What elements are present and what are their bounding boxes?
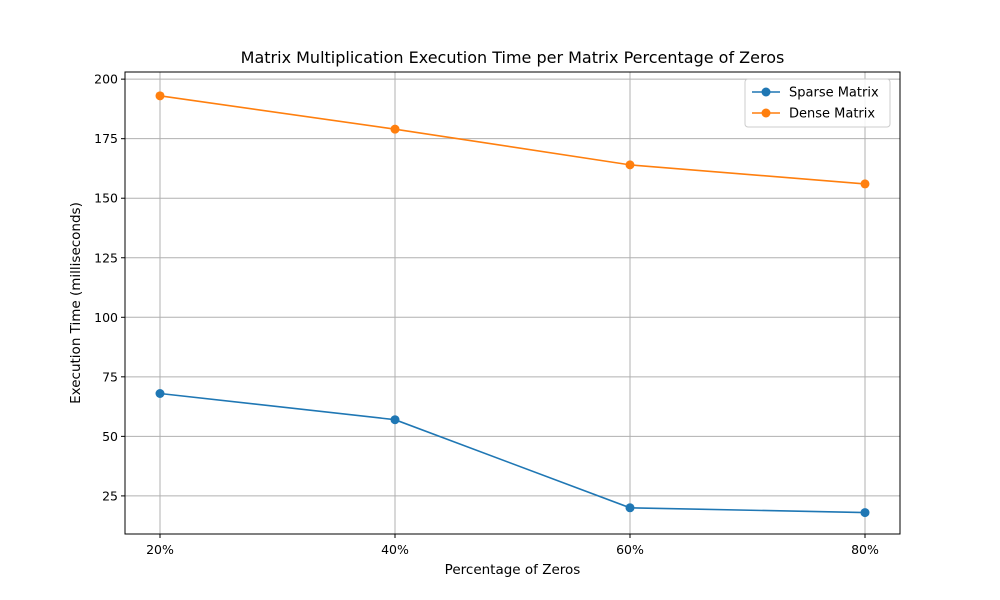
grid xyxy=(125,72,900,534)
dense-matrix-line xyxy=(159,95,866,185)
y-tick-label: 150 xyxy=(94,191,118,206)
dense-matrix-series xyxy=(155,91,870,189)
plot-area-frame xyxy=(124,71,901,535)
chart-title: Matrix Multiplication Execution Time per… xyxy=(241,48,785,67)
y-tick-label: 200 xyxy=(94,72,118,87)
y-tick-label: 25 xyxy=(102,488,118,503)
legend-label: Dense Matrix xyxy=(789,107,875,122)
sparse-matrix-point xyxy=(625,503,635,513)
legend: Sparse Matrix Dense Matrix xyxy=(744,78,891,128)
y-tick-label: 175 xyxy=(94,131,118,146)
x-tick-label: 20% xyxy=(146,542,174,557)
series-layer xyxy=(155,91,870,518)
x-tick-label: 60% xyxy=(616,542,644,557)
legend-frame xyxy=(744,78,891,128)
x-axis-label: Percentage of Zeros xyxy=(445,562,581,578)
sparse-matrix-point xyxy=(860,508,870,518)
sparse-matrix-point xyxy=(390,415,400,425)
axis-ticks: 25 50 75 100 125 150 175 200 20% 40% 60% 80% xyxy=(94,72,879,557)
dense-matrix-point xyxy=(390,124,400,134)
sparse-matrix-point xyxy=(155,388,165,398)
sparse-matrix-line xyxy=(159,392,866,514)
legend-swatch-marker xyxy=(761,87,771,97)
legend-item-sparse-matrix: Sparse Matrix xyxy=(752,86,879,101)
legend-label: Sparse Matrix xyxy=(789,86,879,101)
sparse-matrix-series xyxy=(155,388,870,518)
dense-matrix-point xyxy=(860,179,870,189)
y-tick-label: 50 xyxy=(102,429,118,444)
y-tick-label: 100 xyxy=(94,310,118,325)
y-axis-label: Execution Time (milliseconds) xyxy=(68,202,84,404)
dense-matrix-point xyxy=(155,91,165,101)
x-tick-label: 40% xyxy=(381,542,409,557)
legend-swatch-marker xyxy=(761,108,771,118)
y-tick-label: 75 xyxy=(102,369,118,384)
dense-matrix-point xyxy=(625,160,635,170)
y-tick-label: 125 xyxy=(94,250,118,265)
legend-item-dense-matrix: Dense Matrix xyxy=(752,107,875,122)
x-tick-label: 80% xyxy=(851,542,879,557)
